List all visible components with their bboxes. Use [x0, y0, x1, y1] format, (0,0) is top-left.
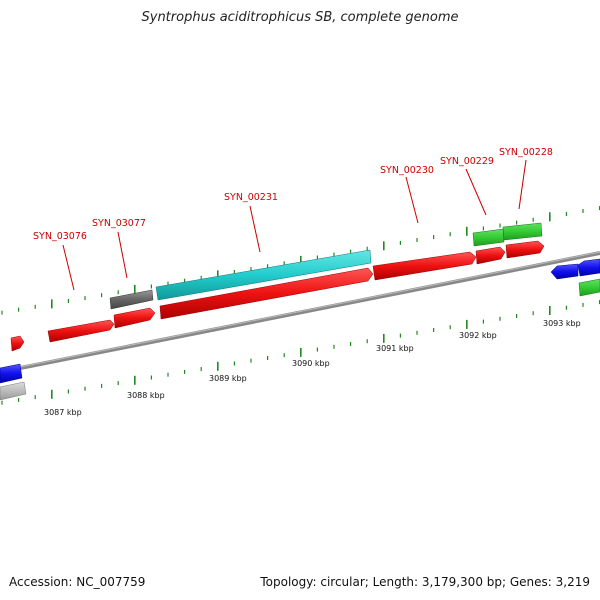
- gene-blue-left[interactable]: [0, 363, 23, 384]
- label-syn-03076[interactable]: SYN_03076: [33, 231, 87, 242]
- label-syn-03077[interactable]: SYN_03077: [92, 218, 146, 229]
- gene-green-right[interactable]: [578, 278, 600, 297]
- leader-line-syn-00230: [405, 176, 419, 224]
- gene-cyan[interactable]: [155, 249, 372, 301]
- leader-line-syn-03077: [117, 231, 128, 279]
- gene-blue-right-1[interactable]: [550, 263, 579, 280]
- genome-backbone: [0, 251, 600, 374]
- gene-syn-00230[interactable]: [372, 251, 477, 281]
- label-syn-00230[interactable]: SYN_00230: [380, 165, 434, 176]
- gene-syn-00231[interactable]: [159, 267, 374, 320]
- scale-label-3090: 3090 kbp: [292, 359, 330, 368]
- gene-syn-03077[interactable]: [113, 307, 156, 329]
- scale-label-3093: 3093 kbp: [543, 319, 581, 328]
- gene-lightgray-left[interactable]: [0, 381, 27, 401]
- scale-label-3088: 3088 kbp: [127, 391, 165, 400]
- scale-label-3091: 3091 kbp: [376, 344, 414, 353]
- scale-label-3087: 3087 kbp: [44, 408, 82, 417]
- gene-gray[interactable]: [109, 289, 154, 310]
- map-title: Syntrophus aciditrophicus SB, complete g…: [141, 10, 459, 25]
- gene-blue-right-2[interactable]: [577, 258, 600, 277]
- label-syn-00229[interactable]: SYN_00229: [440, 156, 494, 167]
- label-syn-00228[interactable]: SYN_00228: [499, 147, 553, 158]
- leader-line-syn-00231: [249, 205, 261, 253]
- gene-left-red-fragment[interactable]: [10, 335, 25, 352]
- leader-line-syn-03076: [62, 244, 75, 291]
- accession-text: Accession: NC_007759: [9, 575, 146, 589]
- genome-backbone-highlight: [0, 251, 600, 372]
- gene-syn-00228[interactable]: [505, 240, 545, 259]
- genome-summary-text: Topology: circular; Length: 3,179,300 bp…: [260, 575, 590, 589]
- label-syn-00231[interactable]: SYN_00231: [224, 192, 278, 203]
- scale-label-3089: 3089 kbp: [209, 374, 247, 383]
- gene-syn-03076[interactable]: [47, 319, 115, 343]
- lower-scale-ticks: [1, 300, 600, 405]
- gene-green-1[interactable]: [472, 228, 505, 247]
- leader-line-syn-00228: [518, 159, 527, 210]
- gene-syn-00229[interactable]: [475, 246, 506, 265]
- gene-green-2[interactable]: [502, 222, 543, 241]
- leader-line-syn-00229: [465, 168, 487, 216]
- scale-label-3092: 3092 kbp: [459, 331, 497, 340]
